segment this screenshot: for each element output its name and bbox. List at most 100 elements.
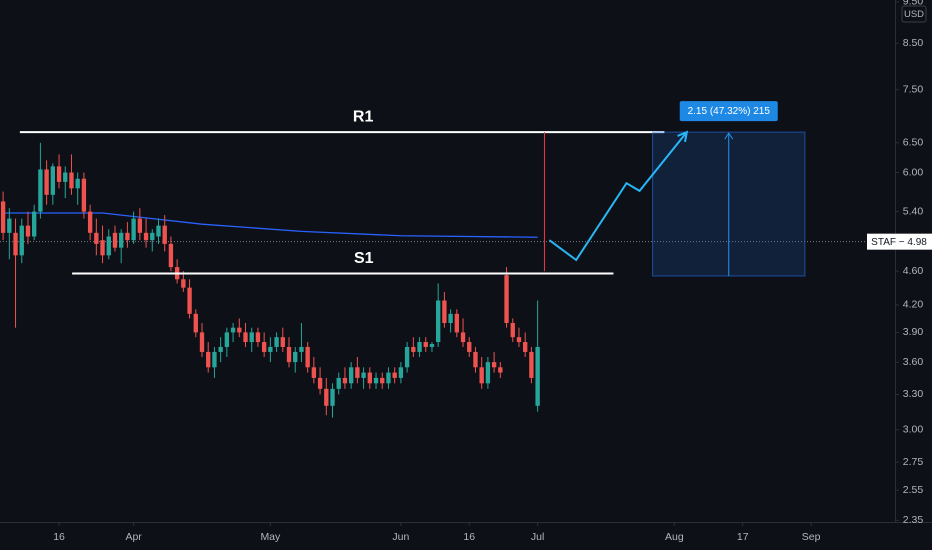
candle-body	[523, 342, 528, 352]
candle-body	[361, 372, 366, 378]
y-tick-label: 3.90	[903, 326, 924, 338]
candle-body	[386, 372, 391, 384]
candle-body	[112, 232, 118, 248]
candle-body	[25, 225, 31, 237]
y-tick-label: 2.35	[903, 514, 924, 526]
candle-body	[106, 236, 111, 256]
candle-body	[181, 279, 186, 288]
candle-body	[417, 342, 422, 352]
candle-body	[81, 178, 87, 212]
y-tick-label: 3.60	[903, 356, 924, 368]
candle-body	[156, 225, 161, 237]
candle-body	[94, 232, 99, 244]
candle-body	[479, 367, 484, 384]
candle-body	[491, 362, 497, 368]
y-tick-label: 3.30	[903, 388, 924, 400]
y-tick-label: 4.60	[903, 265, 924, 277]
candle-body	[7, 218, 12, 233]
y-tick-label: 7.50	[903, 83, 924, 95]
candle-body	[392, 372, 397, 378]
y-tick-label: 9.50	[903, 0, 924, 8]
candle-body	[516, 337, 522, 343]
candle-body	[299, 346, 304, 352]
candle-body	[460, 332, 466, 343]
position-label-box	[679, 101, 778, 122]
candle-body	[510, 323, 515, 338]
x-tick-label: May	[260, 531, 281, 543]
currency-box	[901, 5, 927, 23]
y-tick-label: 3.00	[903, 424, 924, 436]
y-tick-label: 2.75	[903, 456, 924, 468]
x-tick-label: Sep	[802, 531, 821, 543]
candle-body	[224, 332, 230, 347]
position-label: 2.15 (47.32%) 215	[688, 106, 771, 117]
candle-body	[243, 332, 248, 343]
candle-body	[131, 218, 136, 241]
candle-body	[280, 337, 285, 347]
x-tick-label: Apr	[125, 531, 142, 543]
candle-body	[19, 225, 24, 256]
candle-body	[125, 232, 130, 241]
candle-body	[63, 172, 68, 182]
candle-body	[324, 388, 329, 406]
x-tick-label: 16	[463, 531, 475, 543]
candle-body	[504, 275, 509, 324]
price-tag-box	[867, 233, 932, 250]
candle-body	[255, 332, 261, 343]
price-tag: STAF − 4.98	[871, 237, 927, 248]
candle-body	[187, 287, 192, 314]
x-tick-label: Jun	[392, 531, 409, 543]
candle-body	[398, 367, 404, 378]
y-tick-label: 5.40	[903, 205, 924, 217]
candle-body	[38, 169, 43, 212]
currency: USD	[904, 9, 924, 20]
candle-body	[317, 377, 323, 389]
candle-body	[467, 342, 472, 352]
candle-body	[193, 313, 198, 333]
candle-body	[485, 362, 491, 384]
y-tick-label: 6.00	[903, 166, 924, 178]
candle-body	[137, 218, 143, 233]
candle-body	[473, 351, 478, 368]
candle-body	[237, 327, 242, 333]
candle-body	[311, 367, 317, 378]
candle-body	[498, 367, 503, 373]
position-arrowhead	[724, 132, 734, 140]
candle-body	[56, 166, 62, 182]
moving-average	[3, 212, 538, 238]
level-label: S1	[354, 250, 374, 267]
y-tick-label: 6.50	[903, 137, 924, 149]
candle-body	[168, 243, 174, 268]
candle-body	[442, 300, 447, 324]
x-tick-label: 17	[737, 531, 749, 543]
candle-body	[206, 351, 211, 368]
x-tick-label: Jul	[531, 531, 544, 543]
candle-body	[75, 178, 80, 189]
candle-body	[13, 232, 18, 256]
candle-body	[218, 346, 223, 352]
candle-body	[293, 351, 298, 363]
candle-body	[249, 332, 254, 343]
candle-body	[330, 388, 335, 406]
y-tick-label: 2.55	[903, 484, 924, 496]
candle-body	[100, 240, 105, 256]
candle-body	[274, 337, 279, 347]
candle-body	[529, 351, 534, 378]
candle-body	[199, 332, 205, 352]
candle-body	[143, 232, 149, 241]
candle-body	[411, 346, 416, 352]
candle-body	[150, 232, 155, 241]
candle-body	[261, 342, 267, 352]
candle-body	[429, 344, 435, 347]
level-label: R1	[353, 108, 374, 125]
candle-body	[162, 225, 167, 244]
candle-body	[44, 169, 49, 195]
candle-body	[0, 201, 6, 233]
candle-body	[268, 346, 273, 352]
candle-body	[373, 377, 379, 384]
candle-body	[230, 327, 236, 333]
candle-body	[355, 367, 360, 378]
x-tick-label: Aug	[665, 531, 684, 543]
